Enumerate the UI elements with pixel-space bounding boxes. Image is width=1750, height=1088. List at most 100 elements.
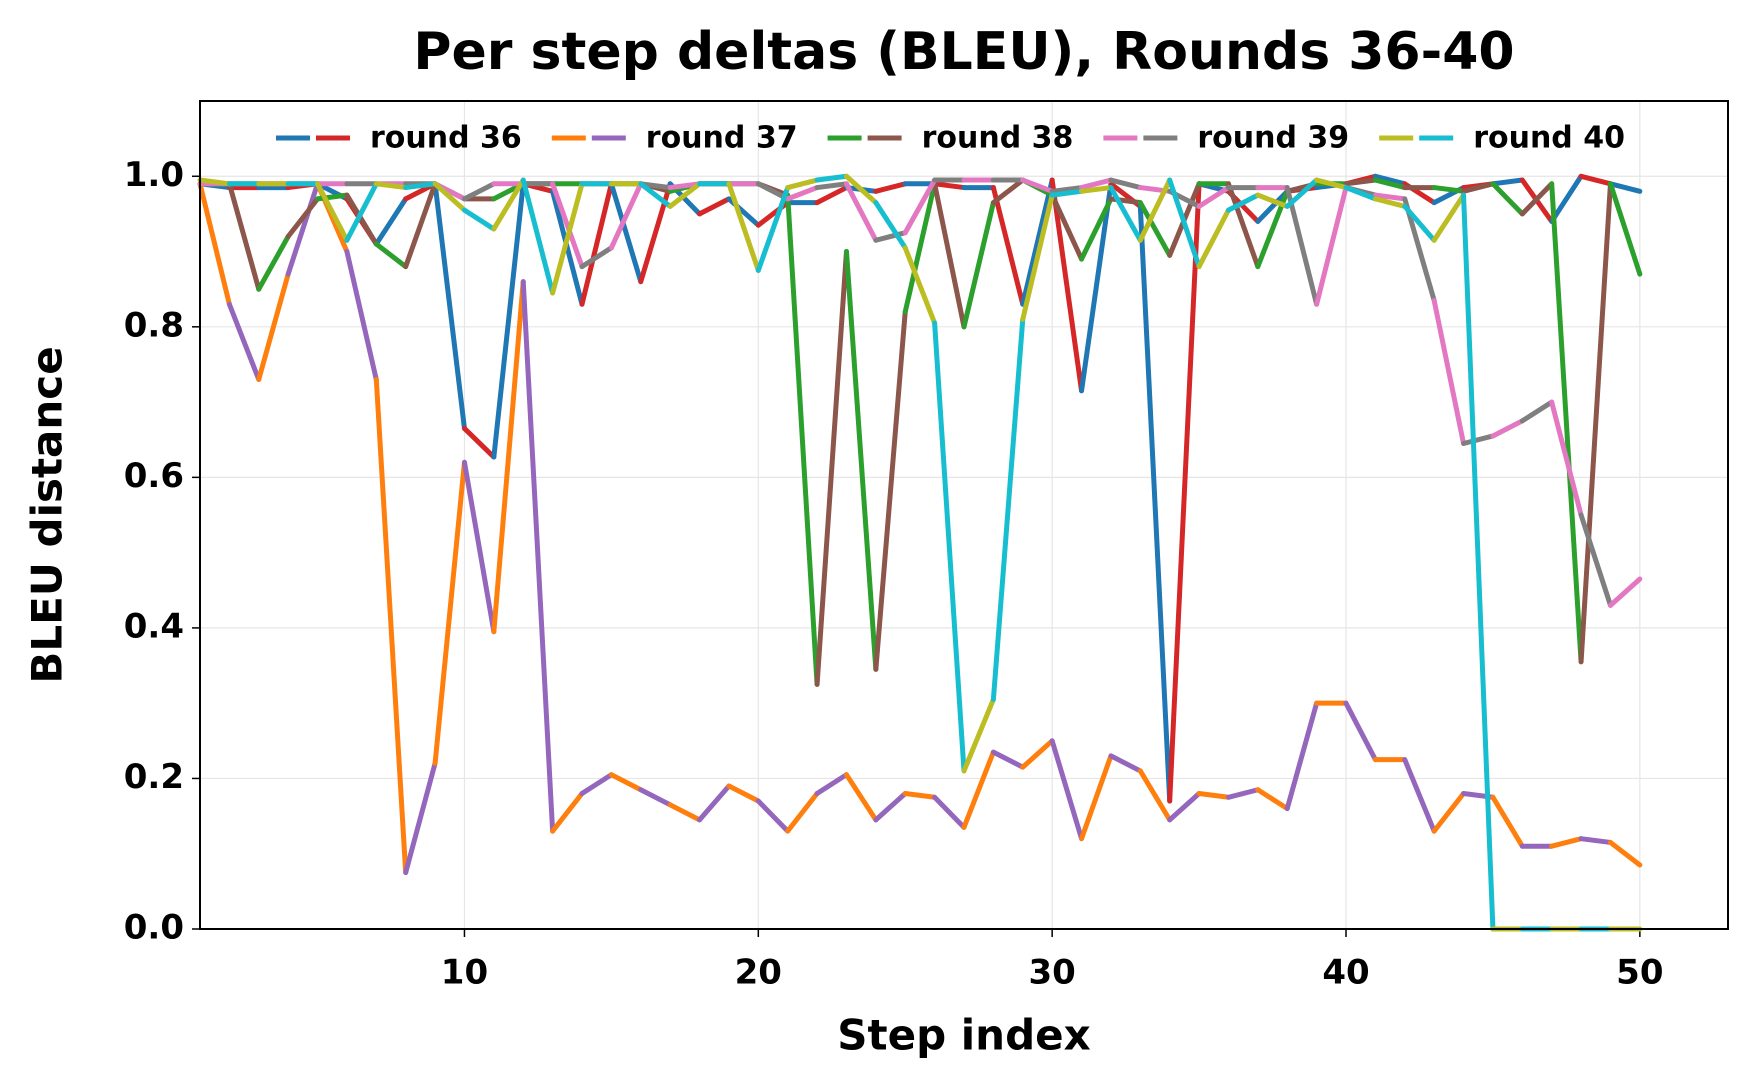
line-segment (550, 791, 585, 834)
y-tick-label: 1.0 (124, 155, 184, 195)
line-segment (785, 791, 820, 834)
line-segment (902, 245, 938, 326)
x-tick-label: 20 (735, 953, 782, 993)
line-segment (1225, 192, 1261, 213)
line-segment (843, 181, 879, 243)
line-segment (1284, 185, 1320, 307)
line-segment (491, 279, 526, 635)
y-tick-label: 0.2 (124, 757, 184, 797)
line-segment (1284, 177, 1320, 209)
line-segment (932, 181, 967, 191)
line-segment (785, 192, 820, 687)
line-segment (256, 271, 291, 383)
x-tick-label: 10 (441, 953, 488, 993)
plot-frame (199, 100, 1729, 930)
line-segment (726, 181, 761, 273)
line-segment (1225, 787, 1261, 800)
line-segment (579, 772, 614, 797)
line-segment (843, 772, 879, 823)
line-segment (1020, 738, 1055, 770)
line-segment (1020, 177, 1055, 194)
chart-title: Per step deltas (BLEU), Rounds 36-40 (413, 22, 1514, 82)
line-segment (667, 181, 703, 209)
line-segment (1490, 177, 1525, 187)
line-segment (1549, 181, 1584, 665)
line-segment (1461, 433, 1496, 446)
y-axis-label: BLEU distance (23, 346, 72, 683)
line-segment (961, 200, 996, 330)
line-segment (1284, 700, 1320, 812)
x-tick-label: 50 (1616, 953, 1663, 993)
line-segment (814, 249, 849, 687)
line-segment (873, 181, 908, 194)
line-segment (814, 181, 849, 191)
line-segment (1607, 839, 1643, 868)
line-segment (550, 181, 585, 270)
line-segment (461, 425, 497, 460)
line-segment (697, 196, 732, 217)
line-segment (520, 177, 556, 296)
line-segment (520, 279, 556, 834)
line-segment (1196, 791, 1231, 800)
line-segment (1372, 173, 1408, 187)
line-segment (1578, 173, 1613, 187)
line-segment (902, 791, 938, 800)
line-segment (373, 241, 409, 270)
line-segment (990, 185, 1026, 307)
line-segment (608, 181, 644, 251)
line-segment (285, 181, 321, 277)
line-segment (1578, 512, 1613, 608)
line-segment (932, 794, 967, 830)
line-segment (403, 181, 438, 191)
line-segment (932, 181, 967, 330)
line-segment (1108, 185, 1143, 243)
line-segment (1372, 177, 1408, 191)
line-segment (1049, 185, 1085, 194)
line-segment (226, 181, 262, 292)
line-segment (491, 181, 526, 460)
line-segment (1343, 185, 1378, 202)
x-tick-label: 30 (1028, 953, 1075, 993)
line-segment (315, 181, 350, 243)
line-segment (461, 459, 497, 635)
line-segment (1167, 181, 1202, 804)
line-segment (697, 783, 732, 823)
line-segment (785, 177, 820, 191)
line-segment (1049, 188, 1085, 198)
line-segment (461, 207, 497, 232)
line-segment (1343, 700, 1378, 763)
line-segment (1020, 192, 1055, 322)
line-segment (1079, 185, 1114, 194)
line-segment (1108, 753, 1143, 774)
line-segment (843, 249, 879, 672)
line-segment (344, 181, 379, 243)
line-segment (1020, 177, 1055, 307)
line-segment (1519, 181, 1555, 217)
legend-label: round 37 (646, 121, 798, 156)
line-segment (873, 230, 908, 243)
line-segment (990, 316, 1026, 702)
line-segment (1578, 181, 1613, 665)
line-segment (873, 791, 908, 823)
x-axis-label: Step index (837, 1011, 1090, 1060)
line-segment (1607, 576, 1643, 608)
line-segment (1607, 181, 1643, 194)
line-segment (1402, 203, 1437, 243)
line-segment (1196, 207, 1231, 270)
line-segment (285, 196, 321, 239)
line-segment (1490, 181, 1525, 217)
line-segment (1607, 181, 1643, 277)
line-segment (1225, 181, 1261, 270)
line-segment (638, 787, 673, 808)
line-segment (1372, 192, 1408, 202)
line-segment (932, 320, 967, 774)
legend-label: round 39 (1197, 121, 1349, 156)
y-tick-label: 0.0 (124, 908, 184, 948)
line-segment (1079, 753, 1114, 842)
line-segment (1167, 791, 1202, 823)
line-segment (579, 181, 614, 307)
legend-label: round 40 (1473, 121, 1625, 156)
line-segment (1196, 185, 1231, 209)
